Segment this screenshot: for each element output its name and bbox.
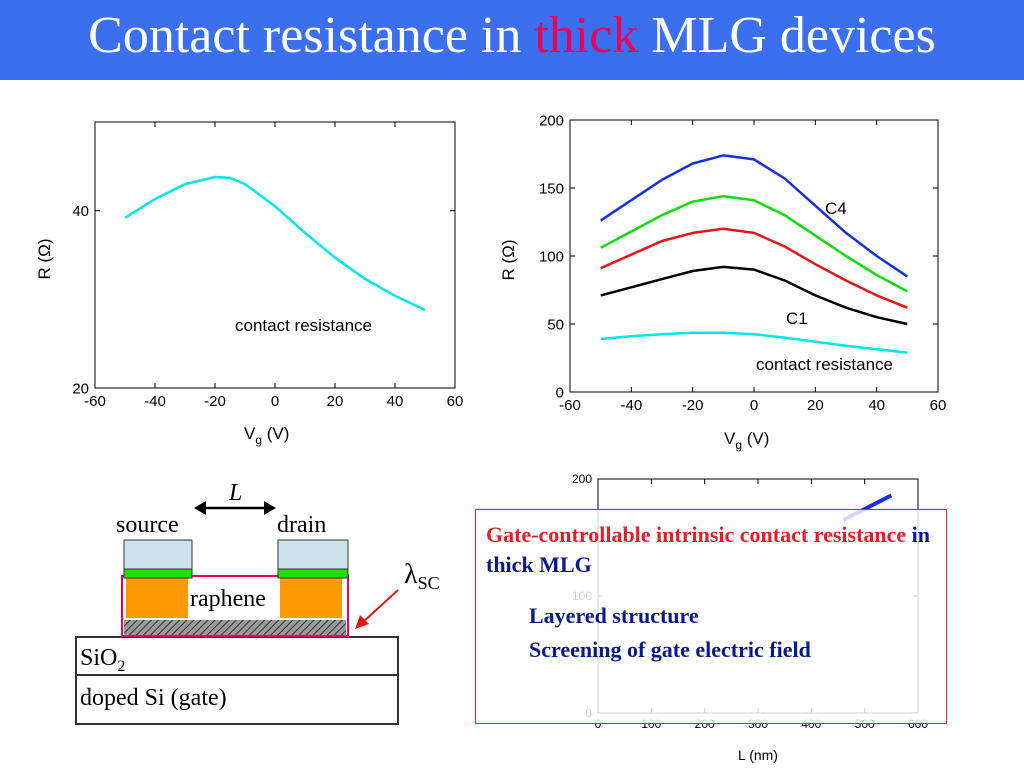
chart-right-y-tick-label: 100 — [539, 248, 564, 265]
chart-right-series-line — [600, 194, 908, 293]
chart-right-x-tick-label: 60 — [930, 397, 947, 414]
graphene-hatched-layer — [124, 620, 346, 637]
device-diagram: SiO2 doped Si (gate) raphene source drai… — [75, 480, 440, 725]
chart-left: contact resistance R (Ω) Vg (V) -60 -40 -2… — [35, 121, 464, 447]
callout-headline: Gate-controllable intrinsic contact resi… — [486, 520, 936, 580]
chart-left-plot-area — [94, 121, 456, 389]
chart-left-y-axis-label: R (Ω) — [35, 238, 54, 279]
chart-right-x-label-main: V — [724, 429, 736, 448]
chart-right-series-line — [600, 265, 908, 326]
drain-electrode — [277, 539, 349, 570]
sio2-label-sub: 2 — [117, 658, 125, 675]
chart-right-y-tick-label: 0 — [556, 384, 564, 401]
chart-right-annotation-contact: contact resistance — [756, 355, 893, 374]
chart-right-x-axis-label: Vg (V) — [724, 429, 769, 452]
sio2-label: SiO2 — [80, 645, 125, 675]
title-part-1: Contact resistance in — [88, 7, 535, 64]
lambda-subscript: SC — [418, 573, 440, 593]
callout-box: Gate-controllable intrinsic contact resi… — [475, 509, 947, 724]
title-bar — [0, 0, 1024, 80]
chart-right-x-tick-label: -60 — [559, 397, 581, 414]
chart-right-x-tick-label: -20 — [682, 397, 704, 414]
chart-right-annotation-c4: C4 — [825, 199, 847, 218]
chart-left-x-label-sub: g — [255, 433, 262, 447]
length-arrow-right-head — [264, 501, 276, 515]
chart-right-y-tick-label: 200 — [539, 112, 564, 129]
slide-title: Contact resistance in thick MLG devices — [0, 6, 1024, 65]
chart-left-x-tick-label: -20 — [204, 393, 226, 410]
chart-left-x-axis-label: Vg (V) — [244, 424, 289, 447]
chart-right-y-axis-label: R (Ω) — [499, 239, 518, 280]
length-arrow-left-head — [194, 501, 206, 515]
chart-left-x-tick-label: 40 — [387, 393, 404, 410]
lambda-label: λSC — [404, 559, 440, 593]
callout-headline-red: Gate-controllable intrinsic contact resi… — [486, 522, 907, 547]
chart-left-y-tick-label: 20 — [72, 380, 89, 397]
callout-headline-navy: in thick MLG — [486, 522, 931, 577]
sio2-label-main: SiO — [80, 645, 117, 671]
chart-right-x-label-sub: g — [735, 438, 742, 452]
drain-green-layer — [277, 568, 349, 579]
title-part-2: MLG devices — [638, 7, 936, 64]
gate-layer — [75, 674, 399, 725]
source-contact-orange — [126, 578, 188, 618]
source-green-layer — [123, 568, 193, 579]
drain-contact-orange — [280, 578, 342, 618]
graphene-outline — [121, 575, 349, 637]
chart-right: C4 C1 contact resistance R (Ω) Vg (V) -6… — [499, 112, 946, 452]
drain-label: drain — [277, 512, 326, 538]
chart-bottom-y-tick-label: 200 — [572, 472, 592, 486]
lambda-symbol: λ — [404, 559, 418, 590]
callout-bullet-layered: Layered structure — [529, 603, 699, 628]
chart-left-x-tick-label: -40 — [144, 393, 166, 410]
lambda-arrow-line — [361, 589, 399, 624]
chart-right-x-label-unit: (V) — [742, 429, 769, 448]
chart-left-x-tick-label: 60 — [447, 393, 464, 410]
source-electrode — [123, 539, 193, 570]
chart-left-y-tick-label: 40 — [72, 203, 89, 220]
chart-left-x-tick-label: 0 — [271, 393, 279, 410]
gate-label: doped Si (gate) — [80, 685, 227, 711]
source-label: source — [116, 512, 179, 538]
chart-right-y-tick-label: 150 — [539, 180, 564, 197]
chart-left-x-label-main: V — [244, 424, 256, 443]
chart-right-x-tick-label: 0 — [750, 397, 758, 414]
chart-right-x-tick-label: 20 — [807, 397, 824, 414]
chart-right-x-tick-label: -40 — [620, 397, 642, 414]
sio2-layer — [75, 636, 399, 676]
lambda-arrow-head — [355, 615, 369, 629]
chart-left-x-tick-label: 20 — [327, 393, 344, 410]
chart-right-series-line — [600, 331, 908, 354]
chart-left-x-label-unit: (V) — [262, 424, 289, 443]
chart-left-annotation: contact resistance — [235, 316, 372, 335]
chart-right-y-tick-label: 50 — [547, 316, 564, 333]
chart-bottom-x-tick-label: 0 — [595, 717, 602, 731]
chart-right-series-line — [600, 154, 908, 278]
chart-left-series-line — [124, 175, 426, 312]
chart-right-series-line — [600, 227, 908, 309]
title-highlight: thick — [534, 7, 639, 64]
chart-bottom-x-axis-label: L (nm) — [738, 747, 778, 763]
graphene-label: raphene — [190, 586, 266, 612]
callout-bullet-screening: Screening of gate electric field — [529, 637, 811, 662]
chart-right-annotation-c1: C1 — [786, 309, 808, 328]
chart-right-x-tick-label: 40 — [868, 397, 885, 414]
length-label: L — [228, 480, 242, 506]
chart-left-x-tick-label: -60 — [84, 393, 106, 410]
